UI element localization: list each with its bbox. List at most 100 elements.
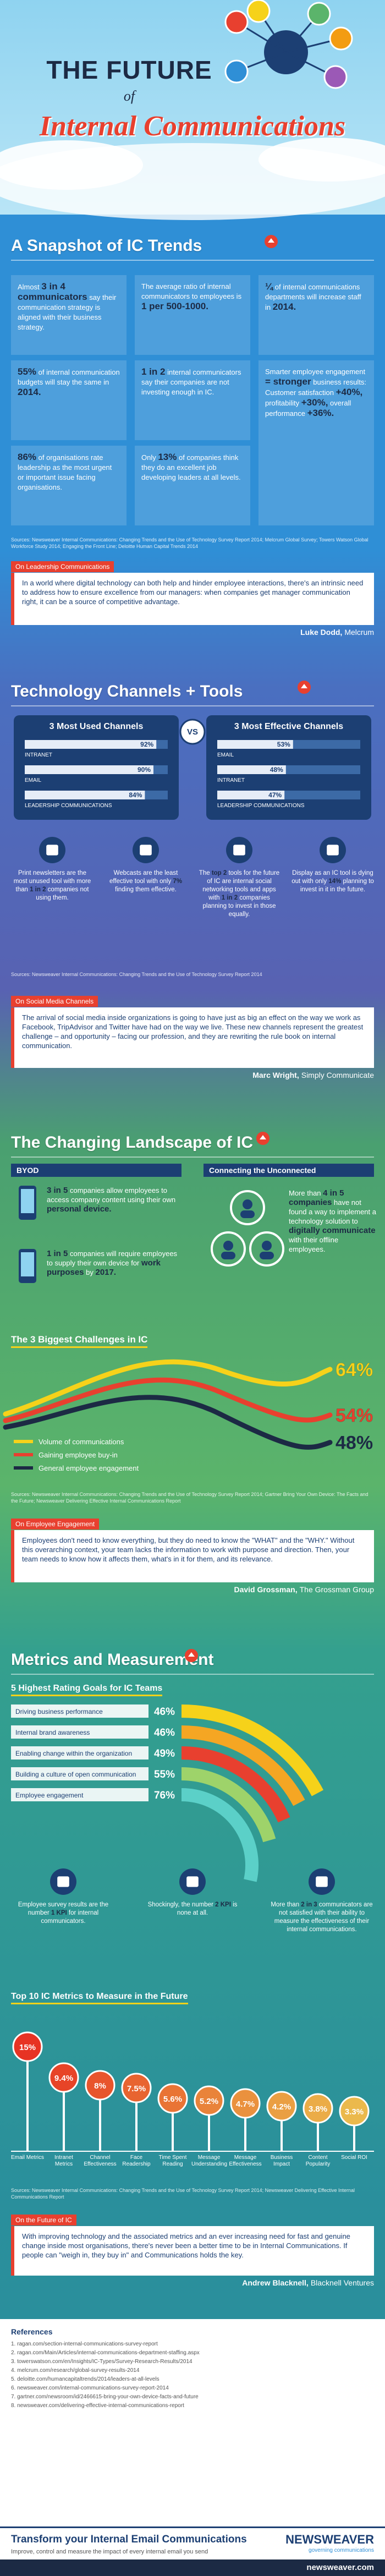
metric-label: Content Popularity xyxy=(305,2155,331,2167)
title-rule xyxy=(11,1674,374,1675)
footer-url: newsweaver.com xyxy=(0,2559,385,2576)
person-head xyxy=(223,1241,233,1251)
rule xyxy=(11,260,374,261)
text: overall performance xyxy=(265,399,351,418)
author-name: Luke Dodd, xyxy=(300,628,343,637)
stat-card: ¼ of internal communications departments… xyxy=(258,275,374,355)
text: say their communication strategy is alig… xyxy=(18,293,117,331)
highlight: 1 in 5 xyxy=(47,1249,68,1258)
text: The xyxy=(199,870,212,876)
text: More than xyxy=(271,1901,301,1908)
text-block: More than 2 in 3 communicators are not s… xyxy=(270,1901,374,1934)
bar-value: 47% xyxy=(268,791,282,799)
pin-stem xyxy=(280,2106,283,2151)
goal-arc xyxy=(181,1704,324,1796)
metric-label: Channel Effectiveness xyxy=(84,2155,117,2167)
quote-text: In a world where digital technology can … xyxy=(22,579,364,606)
goal-value: 46% xyxy=(154,1727,175,1739)
pin-head xyxy=(121,2073,152,2103)
panel-title: 3 Most Effective Channels xyxy=(234,722,344,731)
goal-value: 49% xyxy=(154,1748,175,1760)
icon-glyph xyxy=(186,1876,199,1887)
goal-label-bg xyxy=(11,1746,148,1760)
highlight: ¼ xyxy=(265,281,273,292)
goal-label-bg xyxy=(11,1704,148,1718)
bar-value: 84% xyxy=(129,791,142,799)
reference: 7. gartner.com/newsroom/id/2466615-bring… xyxy=(11,2394,199,2400)
goal-label-bg xyxy=(11,1767,148,1780)
highlight: 1 KPI xyxy=(51,1910,67,1916)
goal-arc xyxy=(181,1746,290,1823)
text: Smarter employee engagement xyxy=(265,368,366,376)
icon-glyph xyxy=(301,684,307,688)
pin-head xyxy=(157,2083,188,2114)
phone-icon xyxy=(19,1249,36,1283)
highlight: work purposes xyxy=(47,1258,161,1277)
goal-value: 46% xyxy=(154,1706,175,1718)
quote-tag: On Leadership Communications xyxy=(11,561,114,572)
text: by xyxy=(84,1268,96,1276)
footer-subtitle: Improve, control and measure the impact … xyxy=(11,2548,208,2555)
vs-text: VS xyxy=(187,727,198,737)
text: companies planning to invest in those eq… xyxy=(202,895,276,918)
cloud xyxy=(0,140,143,190)
text: Employee survey results are the number xyxy=(18,1901,109,1916)
icon xyxy=(133,837,159,863)
stat-card: Smarter employee engagement = stronger b… xyxy=(258,360,374,525)
icon-glyph xyxy=(260,1135,266,1139)
metric-label: Intranet Metrics xyxy=(54,2155,73,2167)
highlight: 2 KPI xyxy=(215,1901,231,1908)
bar-chart: 92% INTRANET 90% EMAIL 84% LEADERSHIP COMMUNI… xyxy=(25,740,168,809)
text: tools for the future of IC are internal … xyxy=(202,870,280,901)
section-title: A Snapshot of IC Trends xyxy=(11,237,202,255)
text: of internal communications departments w… xyxy=(265,283,361,311)
highlight: 3 in 5 xyxy=(47,1186,68,1195)
pin-value: 7.5% xyxy=(127,2084,146,2093)
title-icon xyxy=(185,1649,198,1662)
highlight: +36%. xyxy=(307,408,334,418)
highlight: = stronger xyxy=(265,376,311,387)
pin-stem xyxy=(99,2085,101,2151)
pin-value: 5.2% xyxy=(200,2097,218,2106)
text-block: 3 in 5 companies allow employees to acce… xyxy=(47,1186,179,1214)
footer-title: Transform your Internal Email Communicat… xyxy=(11,2534,247,2545)
pin-head xyxy=(85,2070,116,2101)
title-rule xyxy=(11,705,374,706)
icon-glyph xyxy=(316,1876,328,1887)
section-title: Technology Channels + Tools xyxy=(11,682,243,700)
text: have not found a way to implement a tech… xyxy=(289,1198,376,1225)
bar-label: EMAIL xyxy=(25,777,41,783)
chart-title: Top 10 IC Metrics to Measure in the Futu… xyxy=(11,1992,188,2004)
reference: 6. newsweaver.com/internal-communication… xyxy=(11,2385,169,2391)
trend-line xyxy=(3,1377,333,1423)
icon-glyph xyxy=(327,845,339,856)
person-icon xyxy=(224,10,249,34)
rule xyxy=(11,1674,374,1675)
quote-author: Luke Dodd, Melcrum xyxy=(11,628,374,637)
sources: Sources: Newsweaver Internal Communicati… xyxy=(11,2188,355,2200)
people-icon xyxy=(211,1190,284,1267)
pin-value: 5.6% xyxy=(163,2095,182,2104)
text: companies will require employees to supp… xyxy=(47,1249,178,1267)
goal-value: 55% xyxy=(154,1769,175,1780)
bar-label: LEADERSHIP COMMUNICATIONS xyxy=(217,803,305,809)
pin-stem xyxy=(63,2078,65,2151)
stat-card: The average ratio of internal communicat… xyxy=(135,275,250,355)
bar xyxy=(25,765,153,774)
text: business results: Customer satisfaction xyxy=(265,378,367,397)
person-head xyxy=(262,1241,272,1251)
sources: Sources: Newsweaver Internal Communicati… xyxy=(11,537,369,549)
icon xyxy=(179,1868,206,1895)
reference: 5. deloitte.com/humancapitaltrends/2014/… xyxy=(11,2376,160,2382)
text-block: 55% of internal communication budgets wi… xyxy=(18,367,120,398)
phone-screen xyxy=(21,1189,34,1213)
phone-screen xyxy=(21,1252,34,1276)
text: Shockingly, the number xyxy=(147,1901,216,1908)
pin-value: 3.3% xyxy=(345,2107,364,2117)
person-icon xyxy=(246,0,271,23)
quote-box: The arrival of social media inside organ… xyxy=(11,1007,374,1068)
line-end-label: 64% xyxy=(336,1360,373,1380)
text: More than xyxy=(289,1189,323,1197)
title-rule xyxy=(11,260,374,261)
goals-chart: Driving business performance 46% Internal … xyxy=(11,1704,324,1882)
